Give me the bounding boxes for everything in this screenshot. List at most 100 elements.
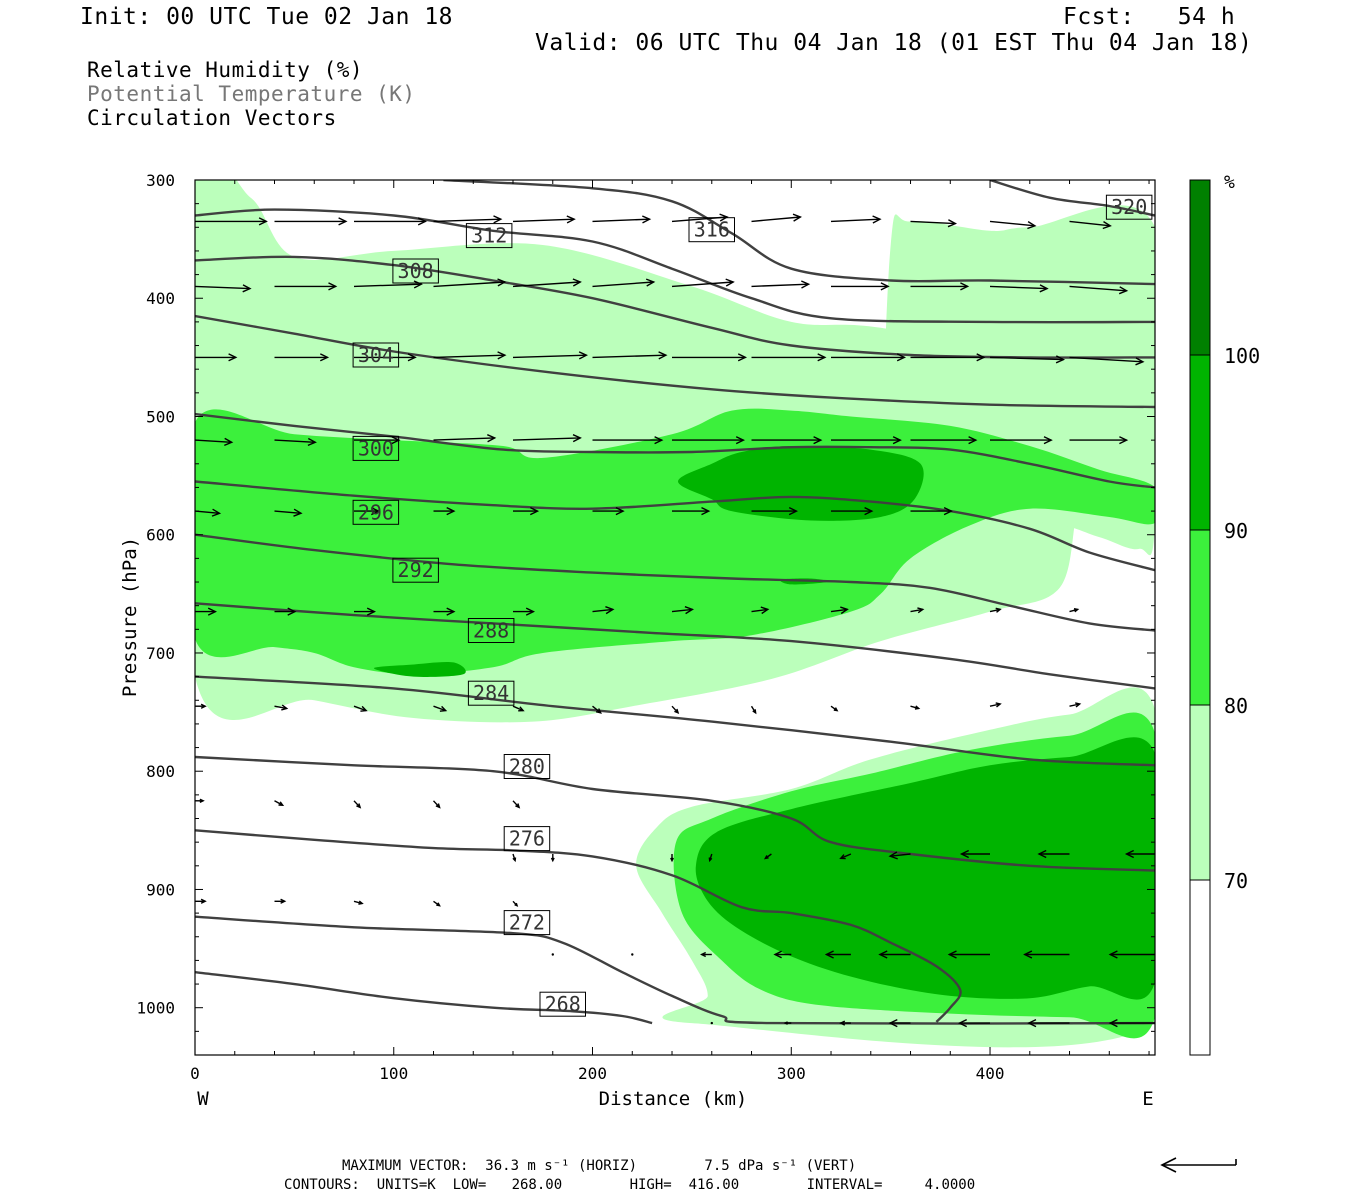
x-tick-label-0: 0 — [190, 1064, 200, 1083]
colorbar-segment-3 — [1190, 355, 1210, 530]
vector-6-11 — [1069, 702, 1082, 708]
vector-2-5 — [592, 351, 668, 360]
vector-2-2 — [354, 353, 417, 362]
vector-5-7 — [751, 606, 770, 615]
y-tick-label-400: 400 — [146, 289, 175, 308]
vector-5-9 — [910, 607, 925, 614]
forecast-hour: Fcst: 54 h — [1063, 4, 1236, 30]
vector-11-6 — [1108, 1018, 1155, 1028]
vector-4-3 — [433, 506, 456, 516]
x-tick-label-400: 400 — [976, 1064, 1005, 1083]
vector-5-2 — [354, 607, 377, 616]
colorbar-label-70: 70 — [1224, 869, 1248, 893]
contour-label-268: 268 — [545, 992, 581, 1016]
vector-5-1 — [274, 607, 297, 616]
contour-label-284: 284 — [473, 681, 509, 705]
vector-4-0 — [195, 508, 222, 517]
vector-10-8 — [1108, 950, 1155, 959]
vector-9-3 — [433, 900, 441, 907]
vector-10-6 — [947, 950, 990, 959]
vector-5-3 — [433, 607, 456, 616]
vector-8-3 — [708, 853, 713, 863]
vector-11-3 — [888, 1018, 911, 1028]
vector-3-0 — [195, 437, 234, 447]
vector-6-4 — [512, 705, 525, 712]
theta-contour-300 — [195, 412, 1155, 489]
vector-6-1 — [274, 704, 289, 711]
vector-0-5 — [592, 215, 652, 224]
max-vector-note: MAXIMUM VECTOR: 36.3 m s⁻¹ (HORIZ) 7.5 d… — [342, 1158, 857, 1174]
contour-label-304: 304 — [358, 343, 394, 367]
vector-1-5 — [592, 278, 656, 288]
vector-6-2 — [353, 705, 368, 712]
vector-2-10 — [989, 355, 1066, 364]
field-label-vectors: Circulation Vectors — [87, 106, 337, 130]
y-axis-label: Pressure (hPa) — [119, 537, 141, 697]
rh-region-90-7 — [373, 661, 466, 677]
vector-8-4 — [764, 853, 772, 860]
vector-4-1 — [274, 508, 303, 517]
vector-0-4 — [512, 215, 576, 224]
vector-10-5 — [878, 950, 911, 959]
field-label-theta: Potential Temperature (K) — [87, 82, 416, 106]
contour-info: CONTOURS: UNITS=K LOW= 268.00 HIGH= 416.… — [284, 1177, 976, 1193]
rh-region-90-6 — [678, 445, 924, 521]
vector-4-6 — [672, 506, 711, 516]
vector-5-10 — [989, 607, 1002, 613]
contour-label-box-280 — [503, 754, 551, 779]
contour-label-box-288 — [467, 618, 515, 643]
theta-contour-280 — [195, 755, 1155, 872]
colorbar: 70 80 90 100% — [1189, 172, 1260, 1056]
theta-contour-288 — [195, 602, 1155, 690]
contour-label-box-272 — [503, 910, 551, 936]
vector-6-0 — [195, 703, 207, 709]
contour-label-box-316 — [688, 217, 735, 243]
vector-6-3 — [433, 705, 448, 712]
theta-contour-296 — [195, 480, 1155, 572]
vector-6-8 — [830, 705, 839, 712]
vector-8-2 — [670, 854, 674, 863]
y-tick-label-300: 300 — [146, 171, 175, 190]
vector-3-8 — [831, 436, 902, 445]
vector-2-8 — [831, 353, 907, 362]
colorbar-label-100: 100 — [1224, 344, 1260, 368]
vector-1-4 — [512, 278, 582, 288]
init-time: Init: 00 UTC Tue 02 Jan 18 — [80, 4, 454, 30]
theta-contour-312 — [195, 208, 1155, 324]
y-tick-label-700: 700 — [146, 644, 175, 663]
vector-6-10 — [989, 702, 1002, 708]
vector-0-9 — [910, 219, 958, 228]
contour-label-316: 316 — [694, 218, 730, 242]
vector-4-8 — [831, 506, 874, 516]
x-tick-label-200: 200 — [578, 1064, 607, 1083]
vector-1-11 — [1069, 285, 1129, 295]
vector-10-1 — [631, 953, 634, 956]
vector-2-0 — [195, 353, 238, 362]
vector-11-1 — [783, 1021, 792, 1025]
vector-2-4 — [512, 351, 589, 360]
colorbar-unit: % — [1224, 172, 1235, 193]
contour-label-312: 312 — [471, 224, 507, 248]
contour-label-280: 280 — [509, 755, 545, 779]
vector-10-7 — [1023, 950, 1070, 959]
contour-label-box-304 — [352, 342, 400, 368]
contour-label-296: 296 — [358, 500, 394, 524]
vector-9-2 — [353, 900, 364, 905]
contour-label-308: 308 — [398, 259, 434, 283]
vector-7-2 — [353, 800, 362, 809]
vector-11-4 — [957, 1018, 990, 1028]
contour-label-288: 288 — [473, 619, 509, 643]
vector-10-0 — [551, 953, 554, 956]
theta-contour-320 — [989, 180, 1155, 217]
vector-8-0 — [512, 853, 517, 863]
vector-4-2 — [354, 506, 381, 516]
vector-3-9 — [910, 436, 978, 445]
theta-contour-292 — [195, 533, 1155, 632]
vector-9-4 — [512, 900, 519, 907]
y-tick-label-600: 600 — [146, 526, 175, 545]
theta-contour-276 — [195, 829, 962, 1023]
colorbar-segment-1 — [1190, 705, 1210, 880]
vector-5-4 — [513, 607, 536, 616]
vector-8-5 — [839, 853, 852, 860]
vector-5-8 — [830, 606, 849, 615]
